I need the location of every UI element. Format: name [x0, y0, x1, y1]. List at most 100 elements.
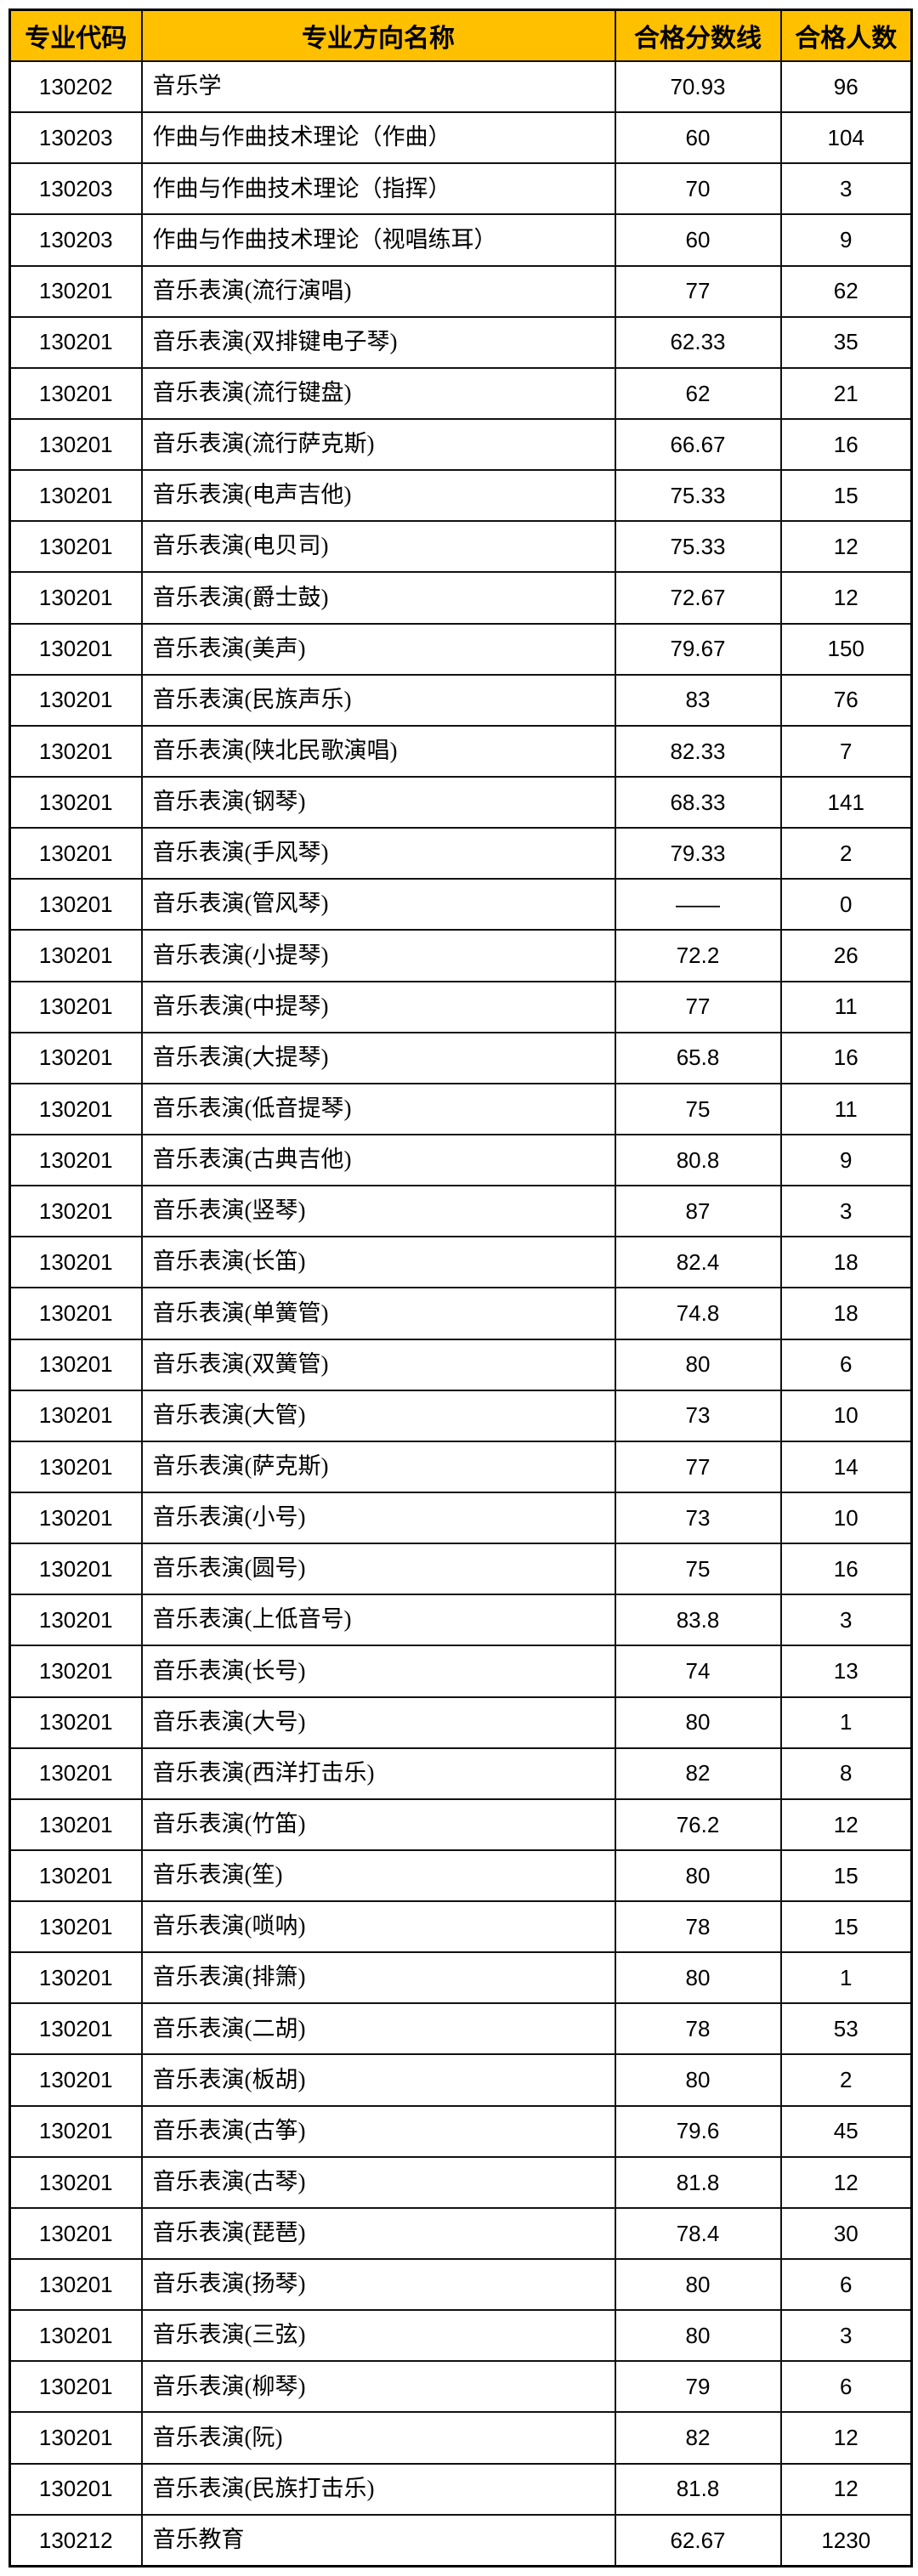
- cell-major-name: 音乐表演(管风琴): [140, 878, 616, 931]
- cell-major-name: 音乐表演(流行演唱): [140, 264, 616, 318]
- cell-qualified-count: 1: [779, 1951, 913, 2005]
- cell-score-line: 60: [614, 213, 782, 267]
- cell-major-code: 130203: [8, 213, 143, 267]
- cell-score-line: 62: [614, 366, 782, 420]
- cell-major-name: 音乐表演(流行键盘): [140, 366, 616, 420]
- cell-score-line: 80: [614, 2053, 782, 2107]
- table-row: 130201 音乐表演(管风琴) —— 0: [8, 878, 913, 931]
- cell-major-code: 130201: [8, 929, 143, 982]
- cell-major-name: 音乐表演(手风琴): [140, 827, 616, 880]
- cell-major-name: 音乐表演(电贝司): [140, 520, 616, 574]
- cell-major-name: 音乐表演(钢琴): [140, 775, 616, 829]
- cell-score-line: 78: [614, 2002, 782, 2056]
- cell-major-code: 130201: [8, 2411, 143, 2465]
- cell-major-code: 130212: [8, 2513, 143, 2568]
- table-row: 130201 音乐表演(长笛) 82.4 18: [8, 1236, 913, 1289]
- cell-major-name: 音乐表演(大提琴): [140, 1031, 616, 1084]
- table-row: 130212 音乐教育 62.67 1230: [8, 2513, 913, 2568]
- cell-qualified-count: 26: [779, 929, 913, 982]
- cell-major-code: 130201: [8, 724, 143, 778]
- cell-score-line: 75: [614, 1543, 782, 1596]
- cell-major-name: 作曲与作曲技术理论（作曲）: [140, 111, 616, 165]
- cell-major-code: 130201: [8, 520, 143, 574]
- table-row: 130201 音乐表演(上低音号) 83.8 3: [8, 1594, 913, 1647]
- table-row: 130201 音乐表演(手风琴) 79.33 2: [8, 827, 913, 880]
- cell-major-code: 130201: [8, 1287, 143, 1340]
- cell-qualified-count: 12: [779, 2155, 913, 2209]
- table-row: 130201 音乐表演(排箫) 80 1: [8, 1951, 913, 2005]
- cell-major-code: 130201: [8, 1082, 143, 1135]
- cell-major-name: 音乐表演(上低音号): [140, 1594, 616, 1647]
- cell-score-line: 78: [614, 1900, 782, 1954]
- cell-qualified-count: 15: [779, 1900, 913, 1954]
- table-row: 130201 音乐表演(板胡) 80 2: [8, 2053, 913, 2107]
- table-row: 130201 音乐表演(单簧管) 74.8 18: [8, 1287, 913, 1340]
- cell-qualified-count: 15: [779, 1848, 913, 1903]
- cell-major-code: 130201: [8, 366, 143, 420]
- cell-score-line: 79.33: [614, 827, 782, 880]
- cell-major-code: 130201: [8, 2104, 143, 2158]
- cell-qualified-count: 141: [779, 775, 913, 829]
- cell-major-name: 音乐表演(流行萨克斯): [140, 417, 616, 472]
- cell-qualified-count: 7: [779, 724, 913, 778]
- cell-qualified-count: 12: [779, 2462, 913, 2516]
- cell-major-name: 音乐表演(爵士鼓): [140, 571, 616, 625]
- cell-qualified-count: 12: [779, 571, 913, 625]
- table-row: 130201 音乐表演(笙) 80 15: [8, 1848, 913, 1903]
- cell-major-code: 130201: [8, 1133, 143, 1187]
- cell-score-line: 77: [614, 264, 782, 318]
- cell-major-name: 作曲与作曲技术理论（指挥）: [140, 162, 616, 216]
- cell-score-line: 72.67: [614, 571, 782, 625]
- cell-major-code: 130201: [8, 1338, 143, 1391]
- cell-qualified-count: 10: [779, 1389, 913, 1442]
- table-row: 130201 音乐表演(古琴) 81.8 12: [8, 2155, 913, 2209]
- cell-score-line: 80: [614, 1338, 782, 1391]
- cell-major-name: 音乐表演(单簧管): [140, 1287, 616, 1340]
- cell-major-name: 音乐表演(美声): [140, 622, 616, 676]
- cell-major-name: 音乐表演(古筝): [140, 2104, 616, 2158]
- cell-major-code: 130201: [8, 1491, 143, 1545]
- cell-score-line: 79.6: [614, 2104, 782, 2158]
- cell-qualified-count: 0: [779, 878, 913, 931]
- cell-qualified-count: 45: [779, 2104, 913, 2158]
- cell-qualified-count: 62: [779, 264, 913, 318]
- cell-major-name: 音乐表演(琵琶): [140, 2206, 616, 2261]
- cell-qualified-count: 2: [779, 827, 913, 880]
- table-row: 130201 音乐表演(唢呐) 78 15: [8, 1900, 913, 1954]
- cell-major-code: 130201: [8, 980, 143, 1033]
- cell-major-name: 音乐表演(低音提琴): [140, 1082, 616, 1135]
- cell-qualified-count: 1: [779, 1696, 913, 1749]
- cell-major-code: 130201: [8, 878, 143, 931]
- cell-qualified-count: 9: [779, 1133, 913, 1187]
- cell-score-line: 78.4: [614, 2206, 782, 2261]
- table-row: 130201 音乐表演(三弦) 80 3: [8, 2309, 913, 2363]
- cell-score-line: 83.8: [614, 1594, 782, 1647]
- cell-major-code: 130201: [8, 315, 143, 369]
- cell-major-name: 音乐表演(长号): [140, 1645, 616, 1698]
- cell-qualified-count: 16: [779, 417, 913, 472]
- table-row: 130203 作曲与作曲技术理论（指挥） 70 3: [8, 162, 913, 216]
- cell-major-name: 音乐表演(小号): [140, 1491, 616, 1545]
- cell-qualified-count: 150: [779, 622, 913, 676]
- cell-score-line: 82: [614, 1747, 782, 1800]
- cell-major-code: 130201: [8, 622, 143, 676]
- cell-major-name: 音乐表演(圆号): [140, 1543, 616, 1596]
- admission-score-table: 专业代码 专业方向名称 合格分数线 合格人数 130202 音乐学 70.93 96 1…: [8, 8, 913, 2568]
- table-row: 130201 音乐表演(电声吉他) 75.33 15: [8, 469, 913, 523]
- cell-qualified-count: 10: [779, 1491, 913, 1545]
- table-row: 130201 音乐表演(民族打击乐) 81.8 12: [8, 2462, 913, 2516]
- table-row: 130201 音乐表演(大号) 80 1: [8, 1696, 913, 1749]
- cell-major-code: 130201: [8, 1696, 143, 1749]
- cell-score-line: 74.8: [614, 1287, 782, 1340]
- cell-score-line: 77: [614, 980, 782, 1033]
- cell-qualified-count: 104: [779, 111, 913, 165]
- header-qualified-count: 合格人数: [779, 8, 913, 62]
- cell-major-name: 音乐学: [140, 59, 616, 114]
- cell-qualified-count: 11: [779, 1082, 913, 1135]
- cell-qualified-count: 76: [779, 673, 913, 727]
- table-row: 130201 音乐表演(小号) 73 10: [8, 1491, 913, 1545]
- cell-qualified-count: 35: [779, 315, 913, 369]
- cell-qualified-count: 21: [779, 366, 913, 420]
- table-row: 130201 音乐表演(圆号) 75 16: [8, 1543, 913, 1596]
- cell-major-name: 作曲与作曲技术理论（视唱练耳）: [140, 213, 616, 267]
